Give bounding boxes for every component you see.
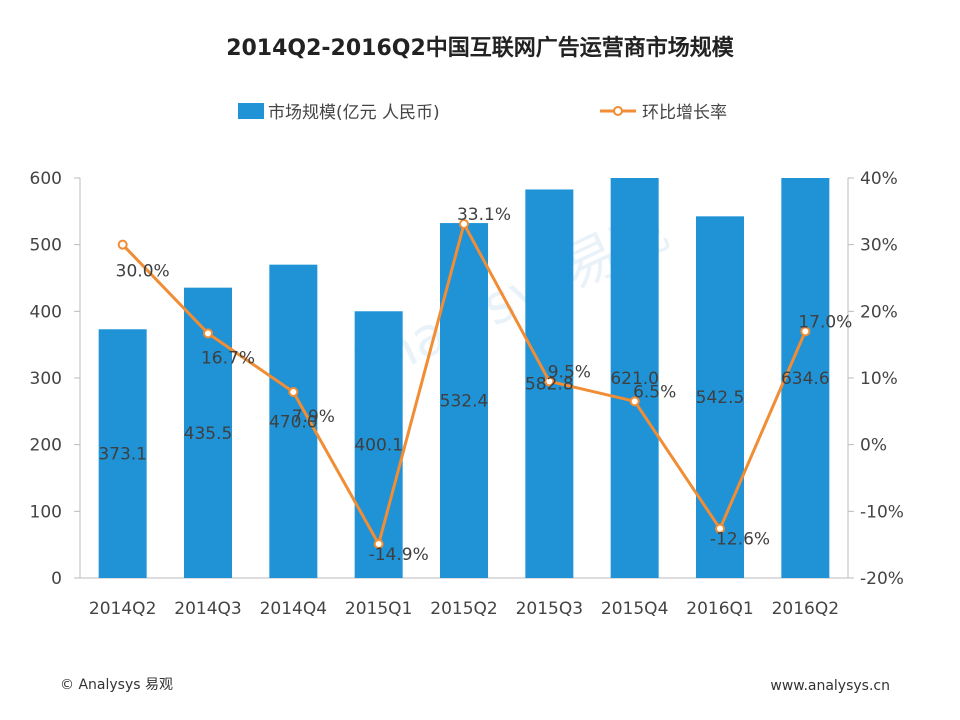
bar-value-label: 634.6 (781, 369, 830, 389)
line-point (629, 396, 640, 407)
line-point (544, 376, 555, 387)
y-tick-label: 100 (30, 502, 62, 522)
data-labels: 373.1 435.5 470.0 400.1 532.4 582.8 621.0 542.5… (98, 205, 852, 565)
bar-value-label: 621.0 (610, 369, 659, 389)
y-tick-label: 300 (30, 369, 62, 389)
bar-value-label: 373.1 (98, 445, 147, 465)
line-value-label: 33.1% (457, 205, 511, 225)
y2-tick-label: 20% (860, 302, 898, 322)
legend-bar-swatch (238, 103, 264, 119)
line-point (800, 326, 811, 337)
legend-line-marker (613, 106, 623, 116)
legend-line-label: 环比增长率 (642, 103, 727, 123)
y2-tick-label: 30% (860, 236, 898, 256)
chart-title: 2014Q2-2016Q2中国互联网广告运营商市场规模 (226, 35, 735, 61)
x-tick-label: 2015Q1 (345, 599, 412, 619)
bar-value-label: 582.8 (525, 375, 574, 395)
y-tick-label: 200 (30, 436, 62, 456)
line-value-label: 17.0% (798, 312, 852, 332)
line-point (715, 523, 725, 534)
line-value-label: -12.6% (710, 530, 770, 550)
y2-tick-label: 10% (860, 369, 898, 389)
y-tick-label: 600 (30, 169, 62, 189)
y2-tick-label: 0% (860, 436, 887, 456)
x-tick-label: 2015Q4 (601, 599, 668, 619)
growth-line (117, 219, 811, 549)
x-tick-label: 2015Q2 (430, 599, 497, 619)
line-point (459, 219, 469, 229)
y-tick-label: 500 (30, 236, 62, 256)
bar (354, 311, 403, 578)
x-tick-label: 2015Q3 (516, 599, 583, 619)
line-point (288, 387, 299, 397)
line-point (117, 239, 128, 250)
bar (781, 178, 830, 578)
bar-value-label: 400.1 (354, 436, 403, 456)
bar (696, 216, 744, 579)
y2-tick-label: 40% (860, 169, 898, 189)
y2-tick-label: -10% (860, 502, 904, 522)
line-value-label: 9.5% (548, 362, 591, 382)
x-tick-label: 2014Q3 (174, 599, 241, 619)
line-value-label: 30.0% (116, 262, 170, 282)
bars (98, 178, 830, 579)
legend: 市场规模(亿元 人民币) 环比增长率 (238, 103, 727, 123)
footer-website[interactable]: www.analysys.cn (770, 678, 890, 694)
y2-tick-label: -20% (860, 569, 904, 589)
line-value-label: 6.5% (633, 382, 676, 402)
legend-bar-label: 市场规模(亿元 人民币) (268, 103, 440, 123)
bar-value-label: 542.5 (696, 388, 745, 408)
bar (610, 178, 659, 578)
x-tick-label: 2014Q2 (89, 599, 156, 619)
x-tick-label: 2016Q1 (686, 599, 753, 619)
bar-value-label: 435.5 (184, 424, 233, 444)
bar-value-label: 532.4 (440, 392, 489, 412)
line-point (373, 539, 384, 549)
line-value-label: -14.9% (369, 545, 429, 565)
footer-copyright: © Analysys 易观 (60, 677, 173, 693)
x-tick-label: 2016Q2 (772, 599, 839, 619)
y-tick-label: 400 (30, 302, 62, 322)
line-value-label: 16.7% (201, 348, 255, 368)
bar-value-label: 470.0 (269, 412, 318, 432)
line-point (203, 328, 213, 339)
y-tick-label: 0 (51, 569, 62, 589)
axes: 0 100 200 300 400 500 600 -20% -10% 0% 10% 20% 30% 40… (30, 169, 904, 619)
line-value-label: 7.9% (292, 407, 335, 427)
bar (98, 329, 147, 578)
x-tick-label: 2014Q4 (260, 599, 327, 619)
